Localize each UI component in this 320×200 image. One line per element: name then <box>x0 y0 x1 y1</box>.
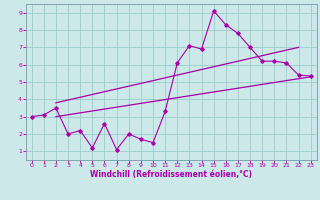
X-axis label: Windchill (Refroidissement éolien,°C): Windchill (Refroidissement éolien,°C) <box>90 170 252 179</box>
